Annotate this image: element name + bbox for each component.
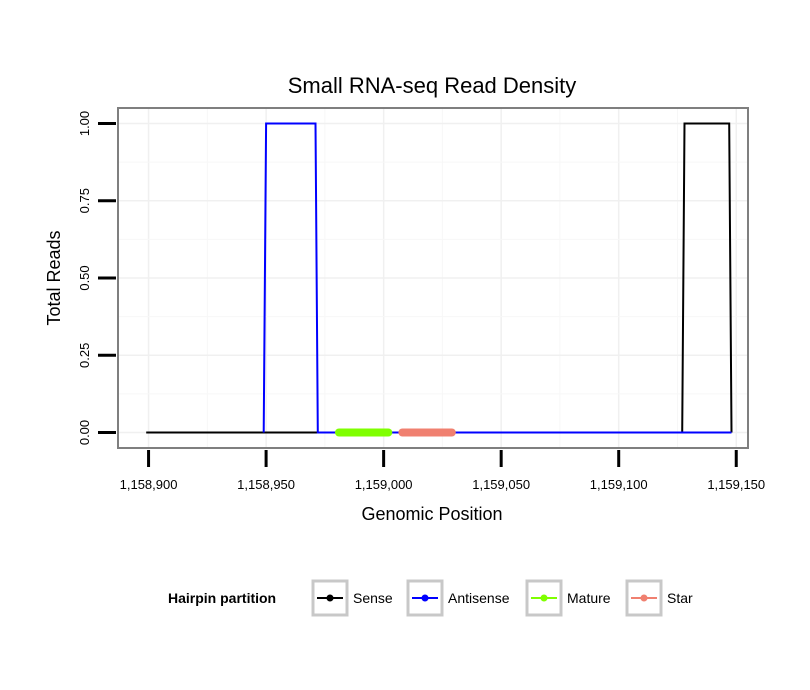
x-tick-label: 1,159,000 xyxy=(355,477,413,492)
plot-border xyxy=(117,107,749,449)
x-tick-label: 1,159,050 xyxy=(472,477,530,492)
legend: Hairpin partition Sense Antisense Mature St… xyxy=(168,579,693,617)
x-axis: 1,158,900 1,158,950 1,159,000 1,159,050 1,15… xyxy=(120,450,765,492)
legend-label-mature: Mature xyxy=(567,590,611,606)
x-tick-label: 1,158,900 xyxy=(120,477,178,492)
y-axis-title: Total Reads xyxy=(44,230,64,325)
legend-key-point-sense xyxy=(326,594,334,602)
y-tick-label: 1.00 xyxy=(77,111,92,136)
series-line-antisense xyxy=(262,122,732,434)
y-axis: 0.00 0.25 0.50 0.75 1.00 xyxy=(77,111,116,445)
x-tick-label: 1,159,150 xyxy=(707,477,765,492)
legend-label-antisense: Antisense xyxy=(448,590,510,606)
y-tick-label: 0.00 xyxy=(77,420,92,445)
legend-key-point-antisense xyxy=(421,594,429,602)
plot-panel xyxy=(117,107,749,449)
y-tick-label: 0.75 xyxy=(77,188,92,213)
legend-label-sense: Sense xyxy=(353,590,393,606)
chart-title: Small RNA-seq Read Density xyxy=(288,73,577,98)
y-tick-label: 0.25 xyxy=(77,343,92,368)
legend-title: Hairpin partition xyxy=(168,590,276,606)
legend-label-star: Star xyxy=(667,590,693,606)
legend-key-point-mature xyxy=(540,594,548,602)
x-tick-label: 1,158,950 xyxy=(237,477,295,492)
series-layer xyxy=(146,122,733,437)
x-tick-label: 1,159,100 xyxy=(590,477,648,492)
legend-key-point-star xyxy=(640,594,648,602)
y-tick-label: 0.50 xyxy=(77,265,92,290)
x-axis-title: Genomic Position xyxy=(361,504,502,524)
